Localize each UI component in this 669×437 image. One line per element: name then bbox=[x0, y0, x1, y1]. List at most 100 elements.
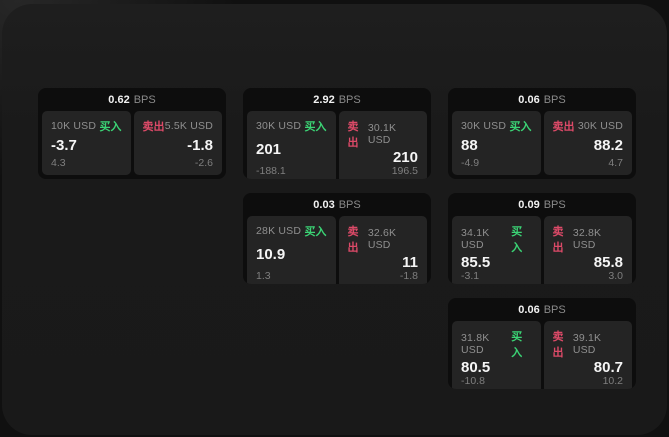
sell-panel-top: 卖出 32.8K USD bbox=[553, 223, 624, 255]
spread-header: 2.92 BPS bbox=[243, 88, 431, 111]
sell-panel-top: 卖出 30K USD bbox=[553, 118, 624, 134]
sell-delta: 4.7 bbox=[608, 157, 623, 169]
buy-delta: 1.3 bbox=[256, 270, 271, 282]
spread-header: 0.06 BPS bbox=[448, 88, 636, 111]
buy-panel[interactable]: 31.8K USD 买入 80.5 -10.8 bbox=[452, 321, 541, 389]
buy-amount: 30K USD bbox=[256, 120, 302, 132]
buy-price: 85.5 bbox=[461, 254, 491, 271]
sell-delta: 10.2 bbox=[602, 375, 623, 387]
quote-card: 2.92 BPS 30K USD 买入 201 -188.1 卖出 bbox=[243, 88, 431, 179]
buy-price: -3.7 bbox=[51, 137, 77, 154]
sell-amount: 32.6K USD bbox=[367, 227, 397, 251]
buy-panel-top: 30K USD 买入 bbox=[256, 118, 327, 134]
buy-price: 80.5 bbox=[461, 359, 491, 376]
sell-price: -1.8 bbox=[187, 137, 213, 154]
buy-panel-top: 34.1K USD 买入 bbox=[461, 223, 532, 255]
buy-label: 买入 bbox=[511, 331, 523, 359]
sell-amount: 32.8K USD bbox=[572, 227, 602, 251]
sell-amount: 30K USD bbox=[577, 120, 623, 132]
buy-delta: -4.9 bbox=[461, 157, 480, 169]
spread-value: 0.06 bbox=[518, 93, 540, 106]
sell-label: 卖出 bbox=[552, 331, 564, 359]
buy-amount: 30K USD bbox=[461, 120, 507, 132]
buy-panel[interactable]: 30K USD 买入 88 -4.9 bbox=[452, 111, 541, 175]
buy-panel[interactable]: 30K USD 买入 201 -188.1 bbox=[247, 111, 336, 179]
buy-panel[interactable]: 34.1K USD 买入 85.5 -3.1 bbox=[452, 216, 541, 284]
sell-price: 11 bbox=[402, 254, 418, 271]
sell-amount: 39.1K USD bbox=[572, 332, 602, 356]
quote-card-body: 10K USD 买入 -3.7 4.3 卖出 5.5K USD -1.8 -2.… bbox=[38, 111, 226, 179]
buy-amount: 31.8K USD bbox=[461, 332, 490, 356]
sell-delta: -2.6 bbox=[194, 157, 213, 169]
sell-price: 210 bbox=[392, 149, 418, 166]
sell-price: 88.2 bbox=[593, 137, 623, 154]
spread-value: 0.06 bbox=[518, 303, 540, 316]
sell-amount: 5.5K USD bbox=[164, 120, 213, 132]
buy-amount: 28K USD bbox=[256, 225, 302, 237]
sell-panel[interactable]: 卖出 5.5K USD -1.8 -2.6 bbox=[133, 111, 222, 175]
quote-card-body: 30K USD 买入 88 -4.9 卖出 30K USD 88.2 4.7 bbox=[448, 111, 636, 179]
spread-value: 0.03 bbox=[313, 198, 335, 211]
buy-delta: 4.3 bbox=[51, 157, 66, 169]
spread-header: 0.62 BPS bbox=[38, 88, 226, 111]
sell-delta: 3.0 bbox=[608, 270, 623, 282]
buy-label: 买入 bbox=[304, 121, 327, 133]
spread-header: 0.03 BPS bbox=[243, 193, 431, 216]
spread-value: 2.92 bbox=[313, 93, 335, 106]
buy-panel-top: 28K USD 买入 bbox=[256, 223, 327, 239]
sell-label: 卖出 bbox=[552, 226, 564, 254]
sell-label: 卖出 bbox=[552, 121, 575, 133]
buy-delta: -10.8 bbox=[461, 375, 485, 387]
spread-unit-label: BPS bbox=[543, 93, 566, 106]
sell-label: 卖出 bbox=[347, 121, 359, 149]
sell-panel[interactable]: 卖出 39.1K USD 80.7 10.2 bbox=[543, 321, 632, 389]
buy-label: 买入 bbox=[99, 121, 122, 133]
buy-price: 88 bbox=[461, 137, 478, 154]
sell-panel-top: 卖出 5.5K USD bbox=[143, 118, 214, 134]
buy-label: 买入 bbox=[304, 226, 327, 238]
sell-price: 80.7 bbox=[593, 359, 623, 376]
spread-header: 0.09 BPS bbox=[448, 193, 636, 216]
sell-amount: 30.1K USD bbox=[367, 122, 397, 146]
buy-panel-top: 31.8K USD 买入 bbox=[461, 328, 532, 360]
spread-unit-label: BPS bbox=[338, 198, 361, 211]
sell-price: 85.8 bbox=[593, 254, 623, 271]
sell-panel[interactable]: 卖出 30K USD 88.2 4.7 bbox=[543, 111, 632, 175]
spread-unit-label: BPS bbox=[338, 93, 361, 106]
quote-card: 0.62 BPS 10K USD 买入 -3.7 4.3 卖出 bbox=[38, 88, 226, 179]
quote-card: 0.09 BPS 34.1K USD 买入 85.5 -3.1 卖出 bbox=[448, 193, 636, 284]
buy-panel-top: 10K USD 买入 bbox=[51, 118, 122, 134]
quote-card: 0.06 BPS 31.8K USD 买入 80.5 -10.8 卖 bbox=[448, 298, 636, 389]
sell-panel-top: 卖出 32.6K USD bbox=[348, 223, 419, 255]
spread-value: 0.62 bbox=[108, 93, 130, 106]
quote-card-body: 34.1K USD 买入 85.5 -3.1 卖出 32.8K USD 85.8… bbox=[448, 216, 636, 284]
spread-header: 0.06 BPS bbox=[448, 298, 636, 321]
quote-card-body: 30K USD 买入 201 -188.1 卖出 30.1K USD 210 1… bbox=[243, 111, 431, 179]
quote-card: 0.06 BPS 30K USD 买入 88 -4.9 卖出 bbox=[448, 88, 636, 179]
spread-unit-label: BPS bbox=[543, 198, 566, 211]
buy-panel[interactable]: 28K USD 买入 10.9 1.3 bbox=[247, 216, 336, 284]
sell-panel[interactable]: 卖出 32.8K USD 85.8 3.0 bbox=[543, 216, 632, 284]
sell-panel-top: 卖出 39.1K USD bbox=[553, 328, 624, 360]
buy-panel[interactable]: 10K USD 买入 -3.7 4.3 bbox=[42, 111, 131, 175]
sell-delta: -1.8 bbox=[399, 270, 418, 282]
sell-label: 卖出 bbox=[347, 226, 359, 254]
quote-card: 0.03 BPS 28K USD 买入 10.9 1.3 卖出 bbox=[243, 193, 431, 284]
quote-card-grid: 0.62 BPS 10K USD 买入 -3.7 4.3 卖出 bbox=[38, 88, 636, 389]
sell-panel[interactable]: 卖出 32.6K USD 11 -1.8 bbox=[338, 216, 427, 284]
spread-unit-label: BPS bbox=[543, 303, 566, 316]
quote-card-body: 28K USD 买入 10.9 1.3 卖出 32.6K USD 11 -1.8 bbox=[243, 216, 431, 284]
spread-unit-label: BPS bbox=[133, 93, 156, 106]
sell-label: 卖出 bbox=[142, 121, 165, 133]
buy-price: 10.9 bbox=[256, 246, 286, 263]
buy-delta: -188.1 bbox=[256, 165, 286, 177]
sell-panel-top: 卖出 30.1K USD bbox=[348, 118, 419, 150]
spread-value: 0.09 bbox=[518, 198, 540, 211]
sell-panel[interactable]: 卖出 30.1K USD 210 196.5 bbox=[338, 111, 427, 179]
buy-delta: -3.1 bbox=[461, 270, 480, 282]
quote-card-body: 31.8K USD 买入 80.5 -10.8 卖出 39.1K USD 80.… bbox=[448, 321, 636, 389]
buy-price: 201 bbox=[256, 141, 282, 158]
sell-delta: 196.5 bbox=[391, 165, 418, 177]
app-surface: 0.62 BPS 10K USD 买入 -3.7 4.3 卖出 bbox=[2, 4, 667, 435]
